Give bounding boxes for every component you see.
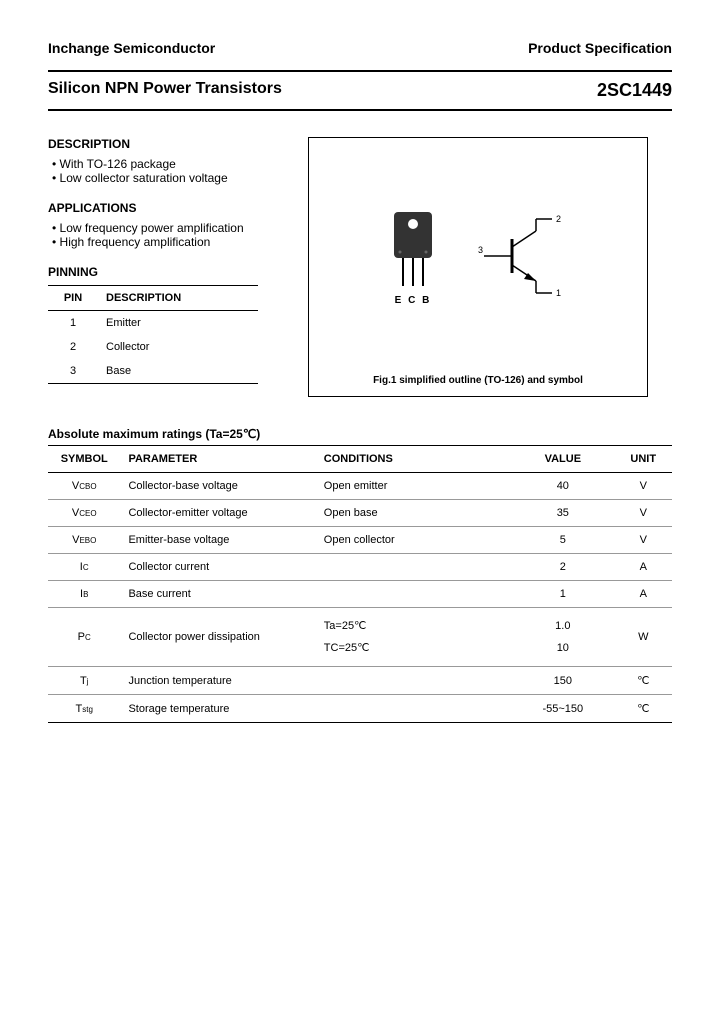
doc-type: Product Specification	[528, 40, 672, 56]
figure-caption: Fig.1 simplified outline (TO-126) and sy…	[373, 375, 583, 386]
bullet-item: Low frequency power amplification	[52, 221, 288, 235]
left-column: DESCRIPTION With TO-126 package Low coll…	[48, 137, 288, 397]
col-parameter: PARAMETER	[120, 446, 315, 473]
description-heading: DESCRIPTION	[48, 137, 288, 151]
title-bar: Silicon NPN Power Transistors 2SC1449	[48, 70, 672, 111]
cond-cell: Ta=25℃TC=25℃	[316, 608, 511, 667]
param-cell: Collector current	[120, 554, 315, 581]
cond-cell	[316, 554, 511, 581]
symbol-cell: Tstg	[48, 695, 120, 723]
part-number: 2SC1449	[597, 80, 672, 101]
table-row: 3Base	[48, 359, 258, 384]
desc-cell: Emitter	[98, 311, 258, 336]
symbol-cell: VEBO	[48, 527, 120, 554]
figure-box: E C B 2 3 1	[308, 137, 648, 397]
bullet-item: Low collector saturation voltage	[52, 171, 288, 185]
description-list: With TO-126 package Low collector satura…	[52, 157, 288, 185]
sym-pin1: 1	[556, 288, 561, 298]
col-conditions: CONDITIONS	[316, 446, 511, 473]
symbol-cell: IC	[48, 554, 120, 581]
cond-cell	[316, 695, 511, 723]
pin-labels: E C B	[392, 295, 434, 306]
cond-cell: Open emitter	[316, 473, 511, 500]
value-cell: 35	[511, 500, 614, 527]
param-cell: Junction temperature	[120, 667, 315, 695]
param-cell: Collector-base voltage	[120, 473, 315, 500]
col-unit: UNIT	[615, 446, 672, 473]
figure-content: E C B 2 3 1	[392, 148, 564, 367]
unit-cell: A	[615, 581, 672, 608]
col-desc: DESCRIPTION	[98, 286, 258, 311]
sym-pin3: 3	[478, 245, 483, 255]
table-row: PCCollector power dissipationTa=25℃TC=25…	[48, 608, 672, 667]
package-outline: E C B	[392, 210, 434, 306]
table-row: ICCollector current 2A	[48, 554, 672, 581]
symbol-cell: VCEO	[48, 500, 120, 527]
pin-cell: 3	[48, 359, 98, 384]
top-section: DESCRIPTION With TO-126 package Low coll…	[48, 137, 672, 397]
ratings-heading: Absolute maximum ratings (Ta=25℃)	[48, 427, 672, 441]
unit-cell: V	[615, 527, 672, 554]
pin-cell: 1	[48, 311, 98, 336]
to126-icon	[392, 210, 434, 288]
unit-cell: W	[615, 608, 672, 667]
symbol-cell: IB	[48, 581, 120, 608]
cond-cell: Open base	[316, 500, 511, 527]
table-row: 2Collector	[48, 335, 258, 359]
page-header: Inchange Semiconductor Product Specifica…	[48, 40, 672, 56]
cond-cell	[316, 581, 511, 608]
col-symbol: SYMBOL	[48, 446, 120, 473]
value-cell: 5	[511, 527, 614, 554]
value-cell: 40	[511, 473, 614, 500]
table-row: 1Emitter	[48, 311, 258, 336]
value-cell: 1	[511, 581, 614, 608]
unit-cell: V	[615, 500, 672, 527]
cond-cell: Open collector	[316, 527, 511, 554]
unit-cell: ℃	[615, 695, 672, 723]
pin-cell: 2	[48, 335, 98, 359]
value-cell: 2	[511, 554, 614, 581]
param-cell: Storage temperature	[120, 695, 315, 723]
desc-cell: Collector	[98, 335, 258, 359]
pinning-heading: PINNING	[48, 265, 288, 279]
sym-pin2: 2	[556, 214, 561, 224]
table-row: IBBase current 1A	[48, 581, 672, 608]
param-cell: Collector-emitter voltage	[120, 500, 315, 527]
company-name: Inchange Semiconductor	[48, 40, 215, 56]
product-title: Silicon NPN Power Transistors	[48, 80, 282, 101]
param-cell: Base current	[120, 581, 315, 608]
value-cell: -55~150	[511, 695, 614, 723]
table-row: TstgStorage temperature -55~150℃	[48, 695, 672, 723]
desc-cell: Base	[98, 359, 258, 384]
table-header-row: PIN DESCRIPTION	[48, 286, 258, 311]
bullet-item: High frequency amplification	[52, 235, 288, 249]
param-cell: Emitter-base voltage	[120, 527, 315, 554]
value-cell: 150	[511, 667, 614, 695]
npn-symbol-icon: 2 3 1	[474, 211, 564, 301]
symbol-cell: PC	[48, 608, 120, 667]
applications-heading: APPLICATIONS	[48, 201, 288, 215]
unit-cell: A	[615, 554, 672, 581]
value-cell: 1.010	[511, 608, 614, 667]
cond-cell	[316, 667, 511, 695]
table-row: VCBOCollector-base voltageOpen emitter40…	[48, 473, 672, 500]
datasheet-page: Inchange Semiconductor Product Specifica…	[0, 0, 720, 1012]
symbol-cell: Tj	[48, 667, 120, 695]
bullet-item: With TO-126 package	[52, 157, 288, 171]
ratings-table: SYMBOL PARAMETER CONDITIONS VALUE UNIT V…	[48, 445, 672, 723]
param-cell: Collector power dissipation	[120, 608, 315, 667]
col-pin: PIN	[48, 286, 98, 311]
symbol-cell: VCBO	[48, 473, 120, 500]
table-row: VEBOEmitter-base voltageOpen collector5V	[48, 527, 672, 554]
col-value: VALUE	[511, 446, 614, 473]
table-row: VCEOCollector-emitter voltageOpen base35…	[48, 500, 672, 527]
pinning-table: PIN DESCRIPTION 1Emitter2Collector3Base	[48, 285, 258, 384]
table-header-row: SYMBOL PARAMETER CONDITIONS VALUE UNIT	[48, 446, 672, 473]
unit-cell: ℃	[615, 667, 672, 695]
table-row: TjJunction temperature 150℃	[48, 667, 672, 695]
unit-cell: V	[615, 473, 672, 500]
transistor-symbol: 2 3 1	[474, 211, 564, 304]
applications-list: Low frequency power amplification High f…	[52, 221, 288, 249]
